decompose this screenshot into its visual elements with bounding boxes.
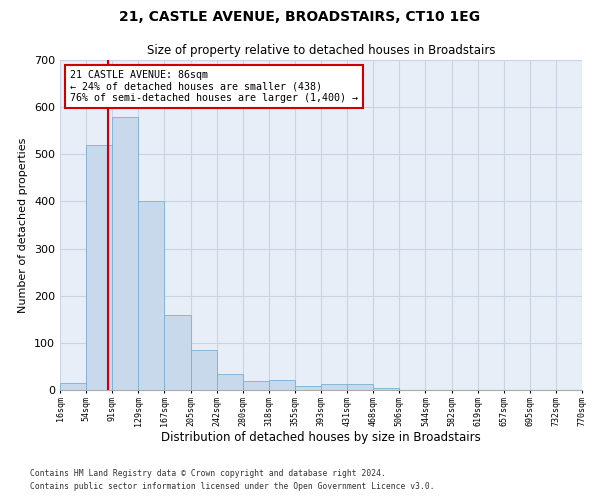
- Title: Size of property relative to detached houses in Broadstairs: Size of property relative to detached ho…: [147, 44, 495, 58]
- X-axis label: Distribution of detached houses by size in Broadstairs: Distribution of detached houses by size …: [161, 431, 481, 444]
- Bar: [86, 145, 112, 390]
- Text: 21, CASTLE AVENUE, BROADSTAIRS, CT10 1EG: 21, CASTLE AVENUE, BROADSTAIRS, CT10 1EG: [119, 10, 481, 24]
- Bar: [243, 380, 269, 390]
- Bar: [112, 116, 139, 390]
- Text: Contains HM Land Registry data © Crown copyright and database right 2024.: Contains HM Land Registry data © Crown c…: [30, 468, 386, 477]
- Bar: [373, 388, 400, 390]
- Bar: [60, 383, 86, 390]
- Bar: [321, 384, 347, 390]
- Bar: [269, 380, 295, 390]
- Bar: [139, 202, 164, 390]
- Bar: [191, 350, 217, 390]
- Text: Contains public sector information licensed under the Open Government Licence v3: Contains public sector information licen…: [30, 482, 434, 491]
- Text: 21 CASTLE AVENUE: 86sqm
← 24% of detached houses are smaller (438)
76% of semi-d: 21 CASTLE AVENUE: 86sqm ← 24% of detache…: [70, 70, 358, 103]
- Bar: [164, 314, 191, 390]
- Y-axis label: Number of detached properties: Number of detached properties: [19, 138, 28, 312]
- Bar: [217, 374, 243, 390]
- Bar: [295, 386, 321, 390]
- Bar: [347, 384, 373, 390]
